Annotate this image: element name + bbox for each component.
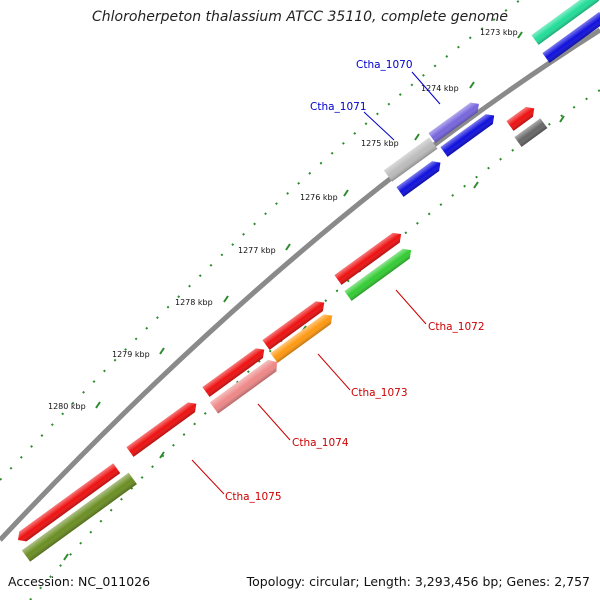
gene-ctha-1075[interactable] xyxy=(21,472,137,562)
gene-label-ctha-1072: Ctha_1072 xyxy=(428,321,485,333)
gene-blue-2[interactable] xyxy=(396,158,444,197)
gene-ctha-1070[interactable] xyxy=(428,99,482,143)
tick-label: 1278 kbp xyxy=(175,298,213,307)
gene-label-ctha-1075: Ctha_1075 xyxy=(225,491,282,503)
label-leader-lines xyxy=(191,71,441,495)
gene-red-outer-3[interactable] xyxy=(202,345,267,397)
tick-label: 1280 kbp xyxy=(48,402,86,411)
gene-ctha-1072[interactable] xyxy=(344,245,414,301)
gene-label-ctha-1073: Ctha_1073 xyxy=(351,387,408,399)
genome-stats-text: Topology: circular; Length: 3,293,456 bp… xyxy=(246,574,590,589)
gene-blue-top[interactable] xyxy=(542,12,600,63)
gene-teal[interactable] xyxy=(531,0,600,45)
gene-label-ctha-1071: Ctha_1071 xyxy=(310,101,367,113)
gene-red-small[interactable] xyxy=(506,104,537,131)
gene-red-outer-5[interactable] xyxy=(14,463,121,544)
tick-label: 1277 kbp xyxy=(238,246,276,255)
gene-red-outer-4[interactable] xyxy=(126,399,199,457)
inner-dot-track xyxy=(29,89,600,600)
tick-label: 1273 kbp xyxy=(480,28,518,37)
gene-blue-1[interactable] xyxy=(440,111,497,157)
gene-label-ctha-1070: Ctha_1070 xyxy=(356,59,413,71)
accession-text: Accession: NC_011026 xyxy=(8,574,151,589)
gene-ctha-1073[interactable] xyxy=(270,311,335,363)
gene-ctha-1071[interactable] xyxy=(383,137,438,182)
gene-red-outer-1[interactable] xyxy=(334,229,404,285)
gene-dark-gray[interactable] xyxy=(514,118,548,147)
tick-label: 1276 kbp xyxy=(300,193,338,202)
gene-red-outer-2[interactable] xyxy=(262,298,327,350)
tick-label: 1275 kbp xyxy=(361,139,399,148)
tick-label: 1279 kbp xyxy=(112,350,150,359)
genome-backbone xyxy=(0,27,600,542)
map-title: Chloroherpeton thalassium ATCC 35110, co… xyxy=(92,9,508,25)
gene-ctha-1074[interactable] xyxy=(209,356,281,414)
tick-label: 1274 kbp xyxy=(421,84,459,93)
gene-label-ctha-1074: Ctha_1074 xyxy=(292,437,349,449)
